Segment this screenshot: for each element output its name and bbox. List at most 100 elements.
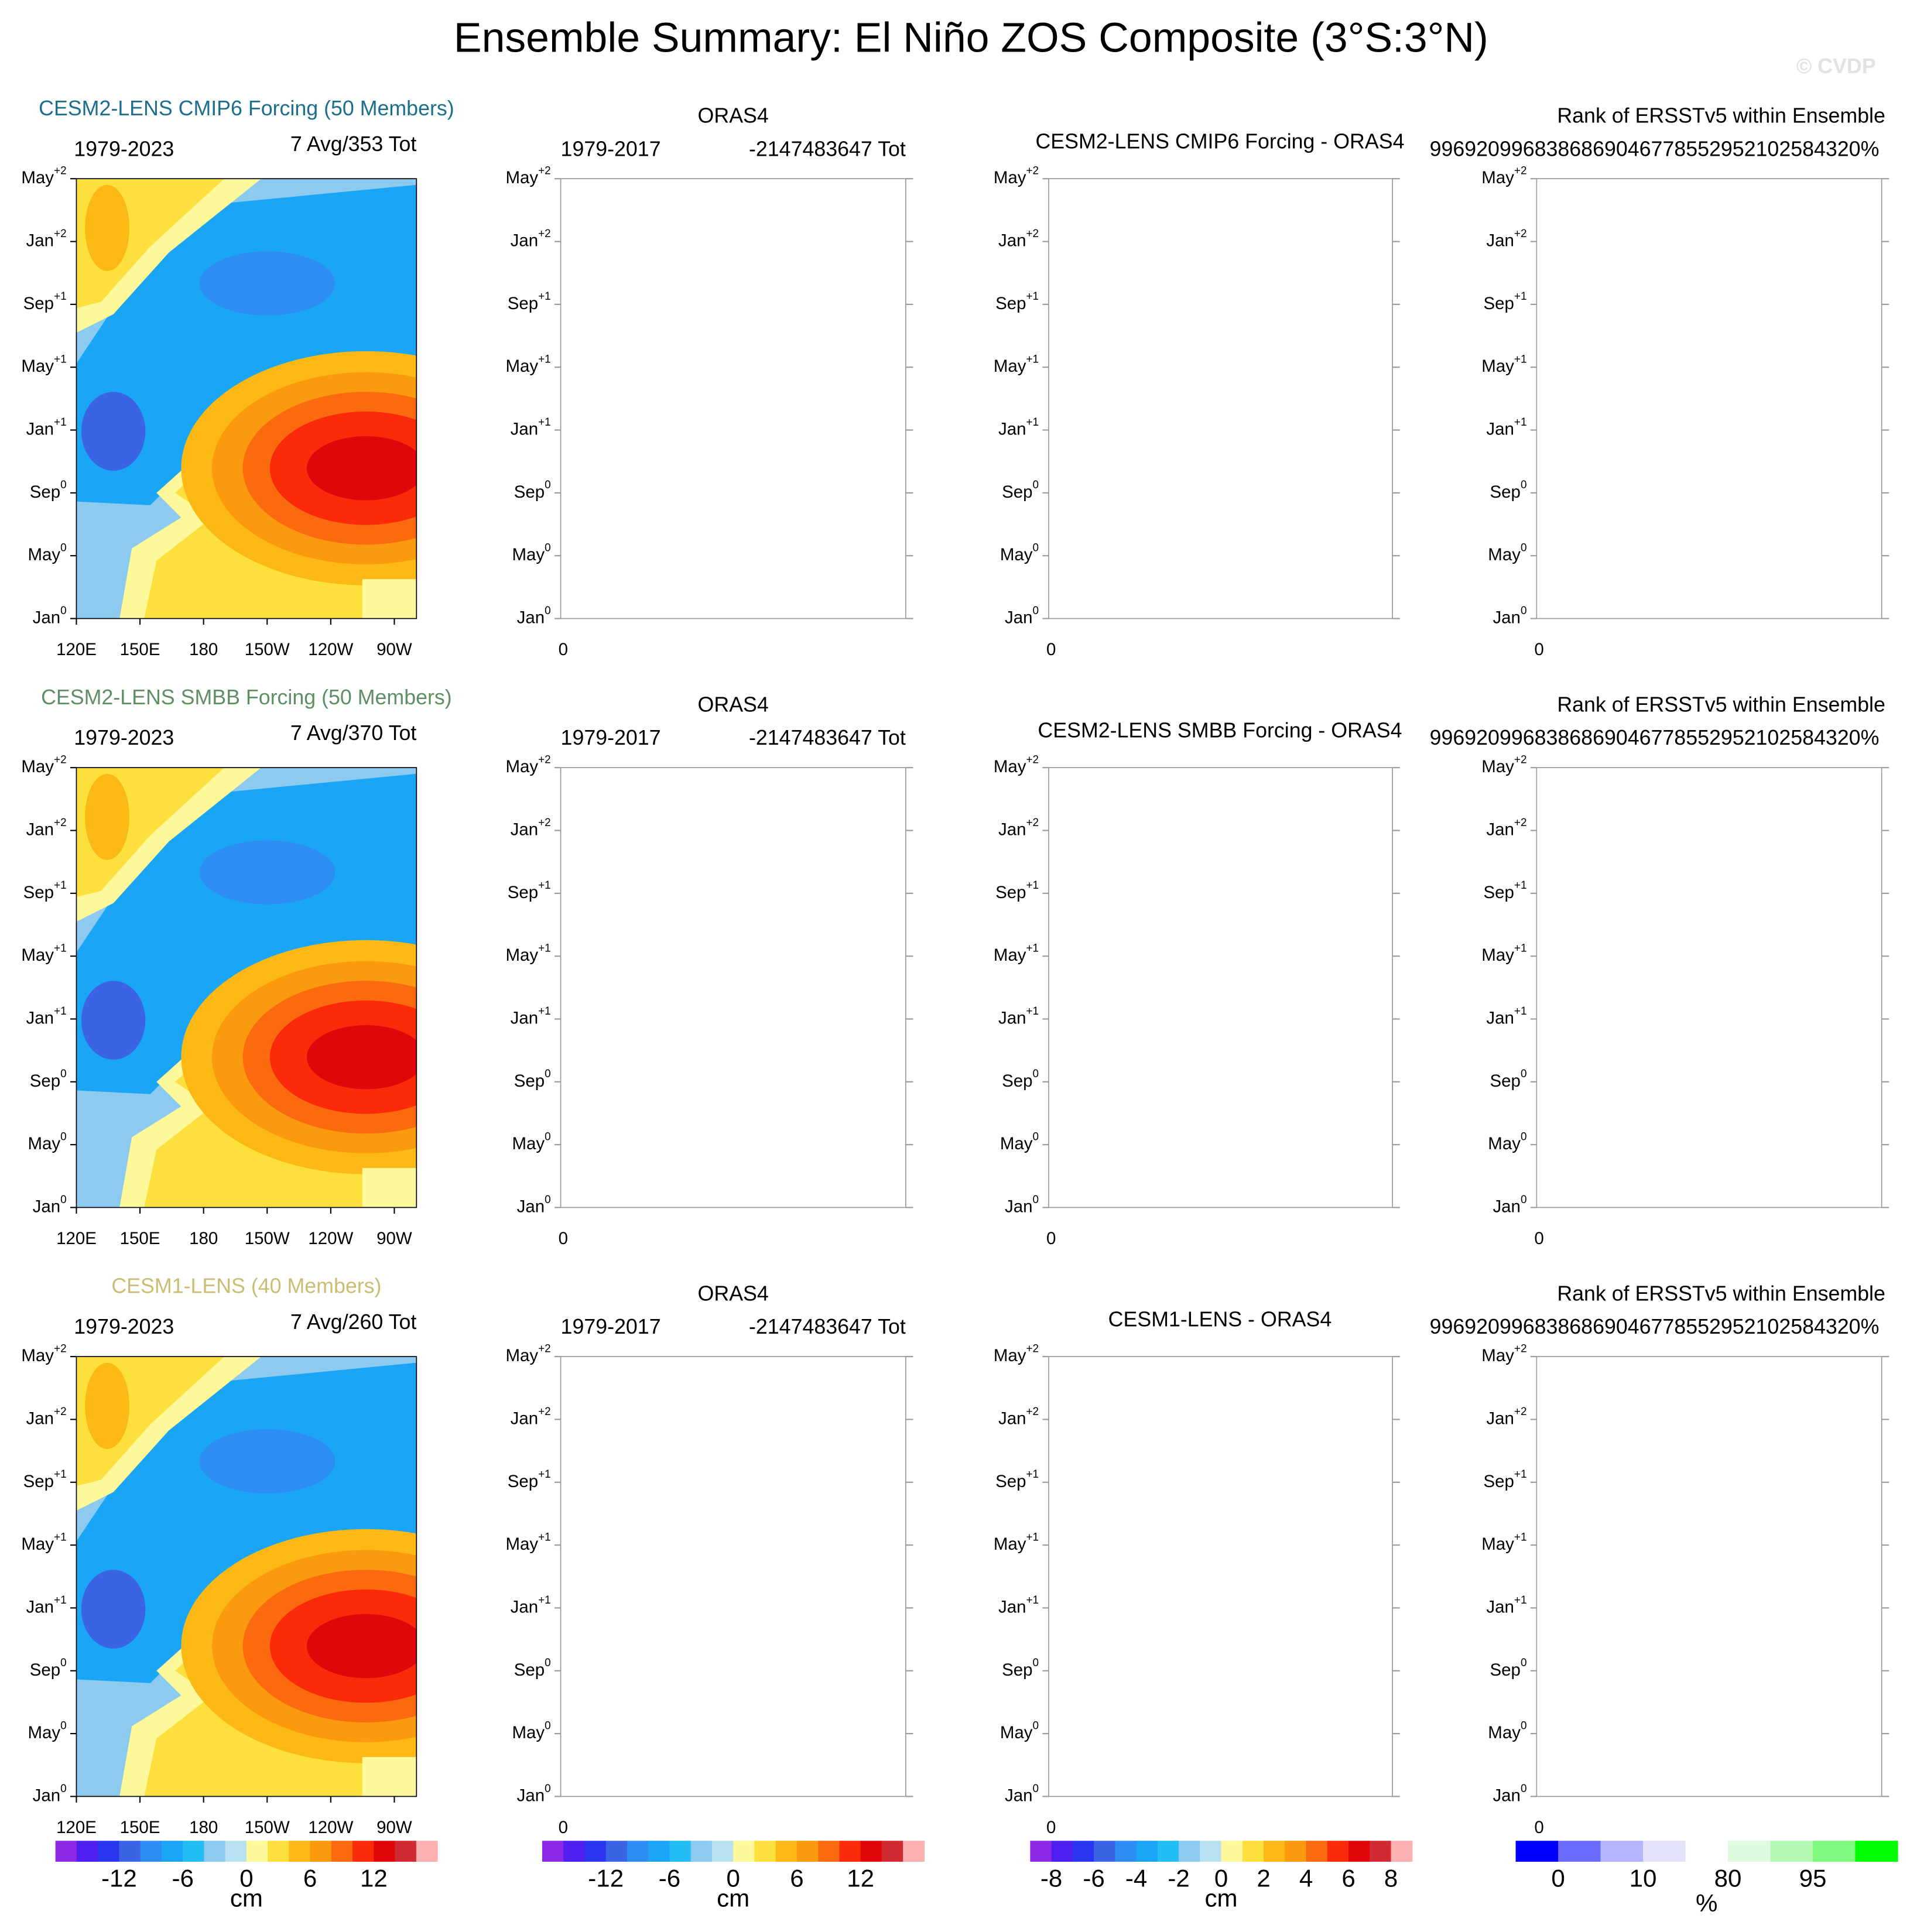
y-tick-sup: +1 — [1026, 879, 1039, 892]
y-tick-label: May0 — [1488, 1719, 1526, 1742]
contour — [362, 579, 417, 619]
panel-title: ORAS4 — [698, 693, 769, 716]
colorbar-label: 4 — [1299, 1865, 1313, 1892]
y-tick-sup: 0 — [1033, 1719, 1039, 1732]
y-tick-label: Sep+1 — [1483, 1468, 1526, 1491]
panel-count: -2147483647 Tot — [749, 1315, 906, 1338]
y-tick-month: Sep — [30, 482, 60, 502]
x-tick-label: 90W — [376, 640, 412, 659]
contour — [81, 1570, 146, 1649]
y-tick-sup: +1 — [538, 290, 551, 303]
colorbar-label: -2 — [1168, 1865, 1189, 1892]
colorbar-box — [76, 1841, 98, 1862]
y-tick-month: May — [994, 757, 1026, 776]
y-tick-sup: 0 — [60, 1783, 67, 1795]
y-tick-label: Jan0 — [1005, 1194, 1039, 1216]
y-tick-month: Jan — [33, 608, 61, 627]
colorbar-box — [1030, 1841, 1052, 1862]
y-tick-sup: +1 — [1514, 1531, 1527, 1543]
colorbar-box — [1685, 1841, 1728, 1862]
y-tick-label: May+1 — [505, 1531, 550, 1553]
y-tick-month: May — [1481, 757, 1514, 776]
y-tick-sup: +1 — [538, 1468, 551, 1481]
y-tick-sup: +1 — [1514, 1594, 1527, 1606]
y-tick-month: Jan — [26, 820, 54, 839]
panel-frame — [1536, 767, 1882, 1208]
x-tick-label: 0 — [1534, 1818, 1543, 1837]
y-tick-month: May — [505, 1534, 538, 1554]
y-tick-sup: +1 — [1514, 290, 1527, 303]
y-tick-sup: +2 — [1026, 165, 1039, 177]
y-tick-month: May — [505, 1346, 538, 1365]
y-tick-month: Sep — [1483, 883, 1514, 902]
y-tick-sup: +1 — [54, 290, 67, 303]
y-tick-label: May+2 — [994, 165, 1039, 187]
y-tick-sup: +1 — [54, 943, 67, 955]
panel-title: CESM2-LENS CMIP6 Forcing - ORAS4 — [1035, 130, 1404, 153]
y-tick-label: Jan+2 — [998, 817, 1039, 839]
colorbar-box — [754, 1841, 776, 1862]
y-tick-label: Jan0 — [33, 1783, 67, 1805]
y-tick-month: Sep — [995, 294, 1026, 313]
y-tick-month: Sep — [508, 1472, 538, 1491]
y-tick-month: Sep — [1483, 1472, 1514, 1491]
y-tick-sup: +2 — [1026, 1406, 1039, 1418]
y-tick-label: May+2 — [994, 754, 1039, 776]
y-tick-sup: +1 — [538, 943, 551, 955]
panel-title: CESM2-LENS CMIP6 Forcing (50 Members) — [39, 97, 454, 120]
panel-frame — [76, 1356, 417, 1797]
colorbar-box — [1094, 1841, 1115, 1862]
colorbar-box — [1391, 1841, 1413, 1862]
y-tick-sup: 0 — [545, 1783, 551, 1795]
x-tick-label: 90W — [376, 1818, 412, 1837]
panel-title: CESM1-LENS (40 Members) — [111, 1275, 381, 1298]
colorbar-label: 8 — [1384, 1865, 1398, 1892]
y-tick-sup: +1 — [54, 879, 67, 892]
y-tick-month: Jan — [517, 1786, 545, 1805]
y-tick-month: Sep — [1490, 1660, 1521, 1680]
colorbar-box — [395, 1841, 417, 1862]
y-tick-label: May0 — [28, 1719, 66, 1742]
y-tick-label: May+2 — [21, 165, 66, 187]
y-tick-label: Jan+2 — [26, 228, 67, 250]
colorbar-box — [733, 1841, 755, 1862]
colorbar-box — [669, 1841, 692, 1862]
y-tick-label: May0 — [512, 1131, 551, 1153]
colorbar-box — [796, 1841, 819, 1862]
panel-count: 7 Avg/260 Tot — [290, 1310, 417, 1334]
y-tick-label: Sep+1 — [23, 290, 67, 313]
y-tick-sup: +1 — [1026, 1531, 1039, 1543]
y-tick-sup: +1 — [1026, 1594, 1039, 1606]
y-tick-sup: 0 — [60, 1719, 67, 1732]
x-tick-label: 180 — [189, 1229, 218, 1248]
y-tick-sup: +2 — [54, 817, 67, 829]
y-tick-sup: +1 — [1514, 354, 1527, 366]
y-tick-month: Sep — [508, 883, 538, 902]
panel-title: CESM2-LENS SMBB Forcing - ORAS4 — [1038, 719, 1402, 742]
y-tick-label: May+1 — [505, 354, 550, 376]
y-tick-label: Sep+1 — [995, 879, 1039, 902]
colorbar-box — [140, 1841, 162, 1862]
colorbar-box — [183, 1841, 205, 1862]
x-tick-label: 0 — [559, 1229, 568, 1248]
y-tick-sup: +2 — [538, 165, 551, 177]
x-tick-label: 150W — [245, 1229, 290, 1248]
panel-period: 1979-2023 — [74, 137, 174, 160]
panel-frame — [560, 178, 906, 619]
y-tick-month: Jan — [517, 1197, 545, 1216]
x-tick-label: 0 — [559, 1818, 568, 1837]
colorbar-box — [584, 1841, 607, 1862]
y-tick-label: Sep0 — [1490, 479, 1527, 501]
colorbar-label: 95 — [1799, 1865, 1827, 1892]
contour — [85, 184, 129, 272]
y-tick-month: May — [505, 946, 538, 965]
y-tick-month: Jan — [511, 1409, 539, 1428]
x-tick-label: 120E — [56, 1229, 97, 1248]
colorbar-box — [1812, 1841, 1856, 1862]
y-tick-sup: 0 — [1033, 542, 1039, 554]
y-tick-month: Jan — [26, 1597, 54, 1616]
y-tick-sup: +1 — [1026, 416, 1039, 429]
colorbar-box — [289, 1841, 311, 1862]
y-tick-month: May — [1481, 1346, 1514, 1365]
